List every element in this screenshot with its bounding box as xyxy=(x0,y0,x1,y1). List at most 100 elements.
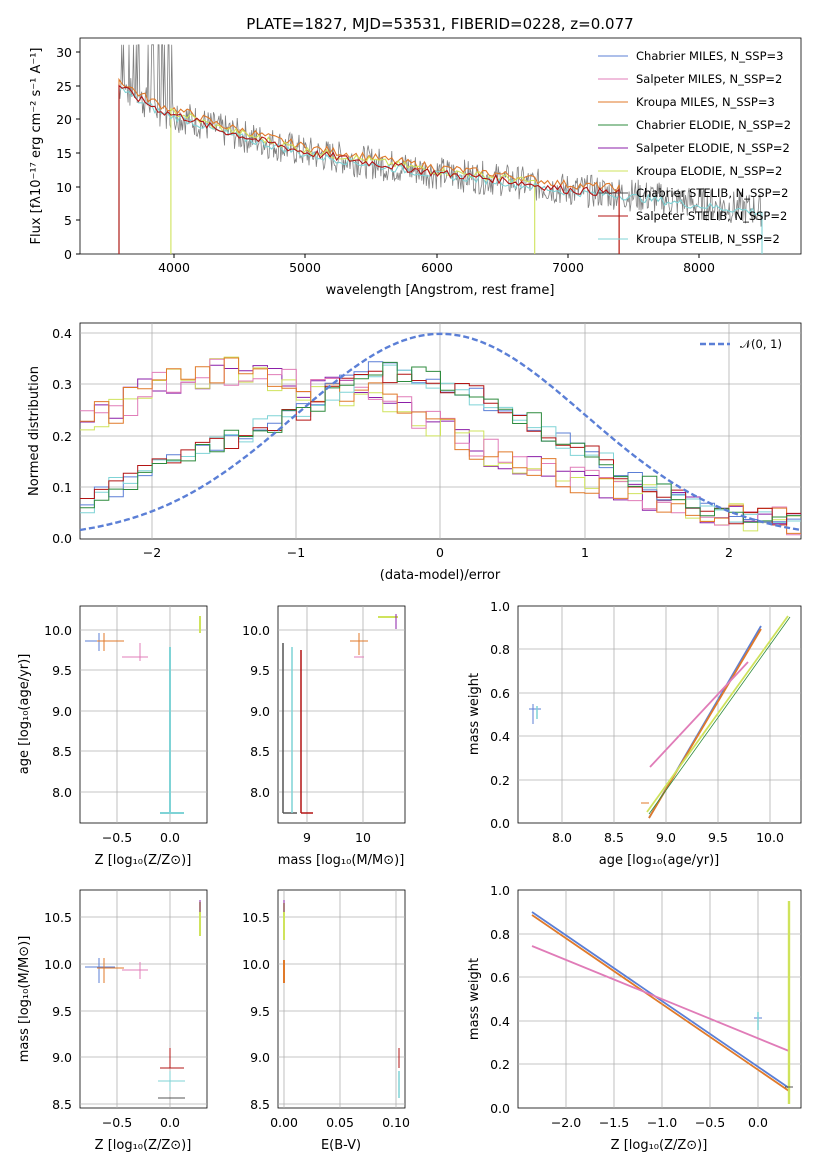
residuals-y-tick: 0.3 xyxy=(52,377,72,392)
spectrum-y-ticks: 0 5 10 15 20 25 30 xyxy=(56,45,80,262)
mass-vs-Z-panel: −0.5 0.0 8.5 9.0 9.5 10.0 10.5 Z [log₁₀(… xyxy=(17,889,208,1153)
mass-vs-Z-x-tick: 0.0 xyxy=(160,1115,180,1130)
legend-entry: Kroupa ELODIE, N_SSP=2 xyxy=(636,164,782,178)
spectrum-y-tick: 10 xyxy=(56,180,72,195)
residuals-y-label: Normed distribution xyxy=(27,366,42,496)
age-vs-mass-panel: 9 10 8.0 8.5 9.0 9.5 10.0 mass [log₁₀(M/… xyxy=(242,605,406,868)
weight-vs-age-y-tick: 0.2 xyxy=(490,773,510,788)
residuals-x-tick: −2 xyxy=(143,545,161,560)
spectrum-x-tick: 6000 xyxy=(421,260,453,275)
residuals-x-tick: 2 xyxy=(725,545,733,560)
spectrum-y-label: Flux [fλ10⁻¹⁷ erg cm⁻² s⁻¹ A⁻¹] xyxy=(29,48,44,245)
spectrum-lines xyxy=(118,44,763,254)
residuals-x-tick: −1 xyxy=(287,545,305,560)
age-vs-Z-y-label: age [log₁₀(age/yr)] xyxy=(17,654,32,775)
weight-vs-Z-panel: −2.0 −1.5 −1.0 −0.5 0.0 0.0 0.2 0.4 0.6 … xyxy=(467,883,802,1153)
mass-vs-Z-marks xyxy=(85,900,201,1099)
legend-entry: Salpeter ELODIE, N_SSP=2 xyxy=(636,141,790,155)
weight-vs-age-y-tick: 0.4 xyxy=(490,729,510,744)
weight-vs-Z-y-tick: 1.0 xyxy=(490,883,510,898)
legend-entry: Chabrier ELODIE, N_SSP=2 xyxy=(636,118,791,132)
weight-vs-Z-x-tick: −1.5 xyxy=(599,1115,629,1130)
weight-vs-Z-y-tick: 0.8 xyxy=(490,927,510,942)
weight-vs-age-x-tick: 8.5 xyxy=(604,830,624,845)
series-line xyxy=(646,615,789,813)
age-vs-Z-plot-area xyxy=(79,605,208,824)
legend-entry: Kroupa MILES, N_SSP=3 xyxy=(636,95,775,109)
residuals-lines xyxy=(79,332,802,536)
spectrum-x-tick: 7000 xyxy=(552,260,584,275)
weight-vs-Z-x-tick: 0.0 xyxy=(748,1115,768,1130)
age-vs-Z-panel: −0.5 0.0 8.0 8.5 9.0 9.5 10.0 Z [log₁₀(Z… xyxy=(17,605,208,868)
observed-spectrum-line xyxy=(118,44,763,227)
weight-vs-age-x-tick: 9.5 xyxy=(708,830,728,845)
age-vs-Z-x-label: Z [log₁₀(Z/Z⊙)] xyxy=(95,853,192,868)
residuals-x-tick: 1 xyxy=(581,545,589,560)
spectrum-x-tick: 8000 xyxy=(683,260,715,275)
age-vs-mass-marks xyxy=(282,614,398,814)
age-vs-mass-y-tick: 9.0 xyxy=(250,704,270,719)
age-vs-mass-x-label: mass [log₁₀(M/M⊙)] xyxy=(278,853,405,868)
series-line xyxy=(531,914,790,1092)
age-vs-Z-marks xyxy=(85,616,201,814)
mass-vs-Z-y-tick: 10.5 xyxy=(44,910,72,925)
mass-vs-EBV-y-tick: 8.5 xyxy=(250,1097,270,1112)
weight-vs-Z-x-tick: −2.0 xyxy=(551,1115,581,1130)
weight-vs-Z-x-label: Z [log₁₀(Z/Z⊙)] xyxy=(611,1138,708,1153)
age-vs-Z-y-tick: 8.5 xyxy=(52,744,72,759)
spectrum-x-tick: 5000 xyxy=(289,260,321,275)
spectrum-y-tick: 15 xyxy=(56,146,72,161)
residuals-legend: 𝒩(0, 1) xyxy=(700,337,782,351)
weight-vs-Z-y-tick: 0.2 xyxy=(490,1057,510,1072)
weight-vs-age-y-tick: 0.8 xyxy=(490,642,510,657)
age-vs-mass-y-tick: 9.5 xyxy=(250,663,270,678)
spectrum-y-tick: 0 xyxy=(64,247,72,262)
weight-vs-age-x-tick: 8.0 xyxy=(552,830,572,845)
spectrum-x-label: wavelength [Angstrom, rest frame] xyxy=(326,283,555,298)
mass-vs-EBV-y-tick: 9.5 xyxy=(250,1004,270,1019)
spectrum-plot-area xyxy=(79,37,802,255)
spectrum-y-tick: 30 xyxy=(56,45,72,60)
weight-vs-Z-y-tick: 0.0 xyxy=(490,1101,510,1116)
residuals-y-tick: 0.1 xyxy=(52,480,72,495)
spectrum-y-tick: 5 xyxy=(64,213,72,228)
spectrum-x-ticks: 4000 5000 6000 7000 8000 xyxy=(158,254,715,275)
age-vs-mass-y-tick: 8.5 xyxy=(250,744,270,759)
mass-vs-EBV-y-tick: 10.5 xyxy=(242,910,270,925)
legend-entry: Chabrier STELIB, N_SSP=2 xyxy=(636,186,788,200)
age-vs-Z-y-tick: 9.5 xyxy=(52,663,72,678)
mass-vs-Z-y-tick: 8.5 xyxy=(52,1097,72,1112)
age-vs-mass-y-tick: 10.0 xyxy=(242,623,270,638)
residuals-y-tick: 0.4 xyxy=(52,326,72,341)
weight-vs-age-marks xyxy=(529,615,791,819)
age-vs-Z-x-tick: −0.5 xyxy=(102,830,132,845)
spectrum-y-tick: 20 xyxy=(56,112,72,127)
age-vs-Z-y-tick: 8.0 xyxy=(52,785,72,800)
weight-vs-age-y-tick: 1.0 xyxy=(490,599,510,614)
weight-vs-Z-x-tick: −0.5 xyxy=(695,1115,725,1130)
weight-vs-Z-marks xyxy=(531,901,793,1104)
age-vs-mass-grid xyxy=(278,606,405,823)
mass-vs-Z-y-tick: 10.0 xyxy=(44,957,72,972)
weight-vs-Z-y-tick: 0.6 xyxy=(490,970,510,985)
residual-histogram-line xyxy=(80,358,801,536)
residuals-y-tick: 0.0 xyxy=(52,531,72,546)
mass-vs-Z-plot-area xyxy=(79,889,208,1109)
weight-vs-age-y-label: mass weight xyxy=(467,673,482,755)
legend-entry: Chabrier MILES, N_SSP=3 xyxy=(636,49,783,63)
age-vs-Z-y-tick: 9.0 xyxy=(52,704,72,719)
mass-vs-EBV-y-tick: 10.0 xyxy=(242,957,270,972)
mass-vs-Z-y-tick: 9.5 xyxy=(52,1004,72,1019)
mass-vs-EBV-plot-area xyxy=(277,889,406,1109)
mass-vs-Z-y-tick: 9.0 xyxy=(52,1050,72,1065)
age-vs-mass-x-tick: 9 xyxy=(303,830,311,845)
spectrum-y-tick: 25 xyxy=(56,79,72,94)
residuals-x-tick: 0 xyxy=(436,545,444,560)
series-line xyxy=(531,911,790,1089)
residual-histogram-line xyxy=(80,361,801,523)
mass-vs-Z-x-label: Z [log₁₀(Z/Z⊙)] xyxy=(95,1138,192,1153)
spectrum-panel: PLATE=1827, MJD=53531, FIBERID=0228, z=0… xyxy=(29,15,802,298)
weight-vs-age-y-tick: 0.6 xyxy=(490,686,510,701)
mass-vs-EBV-y-tick: 9.0 xyxy=(250,1050,270,1065)
weight-vs-age-x-tick: 9.0 xyxy=(656,830,676,845)
